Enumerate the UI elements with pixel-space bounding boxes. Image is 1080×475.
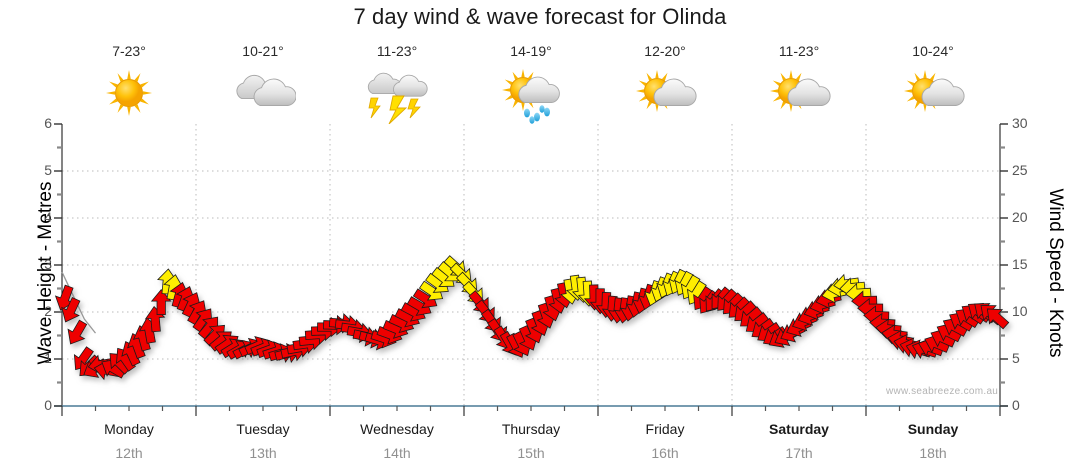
day-date-saturday: 17th [785, 445, 813, 461]
wind-arrow [986, 308, 1010, 330]
temperature-label-sunday: 10-24° [912, 43, 954, 59]
page-title: 7 day wind & wave forecast for Olinda [353, 4, 727, 29]
temperature-label-tuesday: 10-21° [242, 43, 284, 59]
temperature-label-wednesday: 11-23° [376, 43, 418, 59]
left-tick-4: 4 [44, 209, 52, 225]
right-tick-20: 20 [1012, 209, 1028, 225]
sunny-icon [59, 66, 199, 122]
sun-rain-showers-icon [461, 66, 601, 124]
left-tick-1: 1 [44, 350, 52, 366]
day-name-friday: Friday [645, 421, 685, 437]
temperature-label-friday: 12-20° [644, 43, 686, 59]
right-tick-0: 0 [1012, 397, 1020, 413]
wind-arrow [150, 288, 172, 316]
thunderstorm-icon [327, 66, 467, 124]
partly-cloudy-icon [863, 66, 1003, 122]
day-name-monday: Monday [104, 421, 154, 437]
right-tick-10: 10 [1012, 303, 1028, 319]
left-tick-2: 2 [44, 303, 52, 319]
day-name-thursday: Thursday [501, 421, 561, 437]
right-tick-25: 25 [1012, 162, 1028, 178]
left-tick-6: 6 [44, 115, 52, 131]
temperature-label-saturday: 11-23° [778, 43, 820, 59]
wave-height-line [61, 271, 97, 334]
wind-arrow-series [54, 255, 1010, 381]
temperature-label-thursday: 14-19° [510, 43, 552, 59]
right-tick-30: 30 [1012, 115, 1028, 131]
watermark: www.seabreeze.com.au [886, 386, 999, 397]
wind-arrow [61, 296, 81, 323]
right-axis-title: Wind Speed - Knots [1045, 188, 1066, 358]
partly-cloudy-icon [595, 66, 735, 122]
wind-arrow [67, 319, 88, 345]
day-date-wednesday: 14th [383, 445, 411, 461]
day-date-sunday: 18th [919, 445, 947, 461]
right-tick-15: 15 [1012, 256, 1028, 272]
day-name-wednesday: Wednesday [360, 421, 434, 437]
left-tick-5: 5 [44, 162, 52, 178]
day-date-thursday: 15th [517, 445, 545, 461]
day-date-friday: 16th [651, 445, 679, 461]
day-name-saturday: Saturday [769, 421, 829, 437]
day-name-sunday: Sunday [907, 421, 959, 437]
temperature-label-monday: 7-23° [112, 43, 146, 59]
day-date-monday: 12th [115, 445, 143, 461]
partly-cloudy-icon [729, 66, 869, 122]
day-date-tuesday: 13th [249, 445, 277, 461]
left-tick-0: 0 [44, 397, 52, 413]
right-tick-5: 5 [1012, 350, 1020, 366]
cloudy-icon [193, 66, 333, 122]
day-name-tuesday: Tuesday [236, 421, 290, 437]
left-tick-3: 3 [44, 256, 52, 272]
